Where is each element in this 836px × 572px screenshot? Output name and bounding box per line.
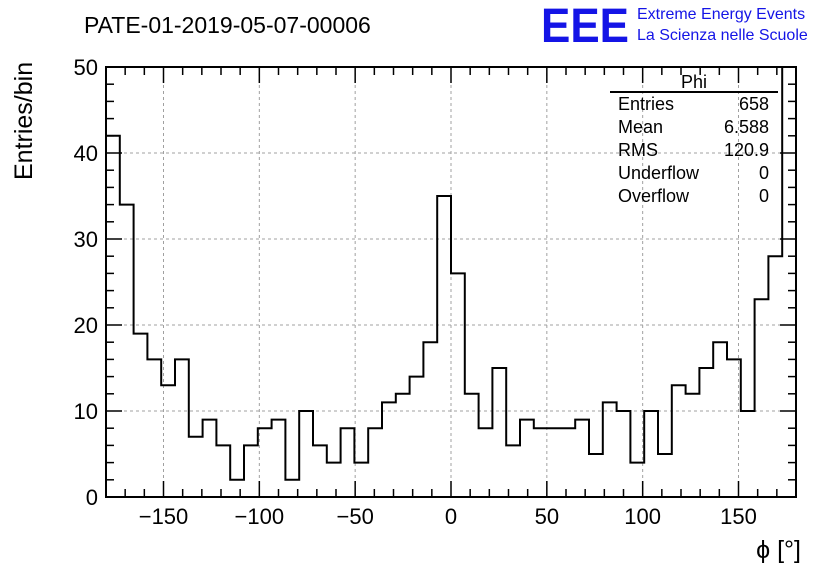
histogram-bin [672,385,686,497]
histogram-bin [106,136,120,497]
histogram-bin [713,342,727,497]
y-tick-label: 10 [74,399,98,424]
stats-value: 120.9 [724,140,769,160]
stats-value: 658 [739,94,769,114]
histogram-bin [230,480,244,497]
y-tick-label: 50 [74,55,98,80]
histogram-bin [203,420,217,497]
x-tick-label: 150 [720,504,757,529]
histogram-bin [451,273,465,497]
x-tick-label: 100 [624,504,661,529]
stats-label: Mean [618,117,663,137]
histogram-bin [699,368,713,497]
histogram-bin [299,411,313,497]
histogram-bin [437,196,451,497]
histogram-bin [120,205,134,497]
histogram-bin [341,428,355,497]
stats-rows: Entries 658 Mean 6.588 RMS 120.9 Underflow 0 Ove… [618,94,769,206]
histogram-bin [561,428,575,497]
histogram-bin [658,454,672,497]
y-axis-label: Entries/bin [10,62,38,180]
y-tick-label: 40 [74,141,98,166]
histogram-bin [354,463,368,497]
stats-label: RMS [618,140,658,160]
histogram-bin [189,437,203,497]
histogram-bin [534,428,548,497]
histogram-bin [479,428,493,497]
eee-logo: EEE Extreme Energy Events La Scienza nel… [541,0,808,53]
logo-line-1: Extreme Energy Events [637,6,805,23]
histogram [106,66,796,497]
histogram-bin [727,359,741,497]
stats-label: Entries [618,94,674,114]
histogram-bin [575,420,589,497]
histogram-bin [175,359,189,497]
eee-logo-text: EEE [541,0,629,53]
histogram-bin [134,334,148,497]
histogram-bin [782,67,796,497]
x-axis-label: ϕ [°] [756,536,801,564]
histogram-bin [755,299,769,497]
histogram-line [106,66,796,481]
histogram-bin [423,342,437,497]
x-tick-label: −50 [337,504,374,529]
histogram-bin [548,428,562,497]
histogram-bin [244,445,258,497]
chart-title: PATE-01-2019-05-07-00006 [84,12,371,38]
histogram-bin [603,402,617,497]
x-tick-label: −150 [139,504,189,529]
histogram-bin [368,428,382,497]
histogram-bin [768,256,782,497]
stats-label: Underflow [618,163,700,183]
x-tick-label: 50 [535,504,559,529]
x-tick-label: −100 [235,504,285,529]
histogram-bin [465,394,479,497]
logo-line-2: La Scienza nelle Scuole [637,27,808,44]
histogram-bin [382,402,396,497]
y-tick-label: 0 [86,485,98,510]
histogram-bin [216,445,230,497]
histogram-bin [272,420,286,497]
stats-box-title: Phi [681,72,707,92]
stats-box: Phi Entries 658 Mean 6.588 RMS 120.9 Underflow… [610,72,778,206]
stats-value: 0 [759,163,769,183]
histogram-bin [147,359,161,497]
histogram-bin [520,420,534,497]
histogram-bin [741,411,755,497]
histogram-bin [589,454,603,497]
histogram-bin [410,377,424,497]
histogram-bin [327,463,341,497]
stats-label: Overflow [618,186,690,206]
y-tick-label: 30 [74,227,98,252]
stats-value: 6.588 [724,117,769,137]
histogram-bin [686,394,700,497]
histogram-bin [617,411,631,497]
stats-value: 0 [759,186,769,206]
histogram-bin [313,445,327,497]
histogram-bin [644,411,658,497]
x-tick-label: 0 [445,504,457,529]
y-tick-label: 20 [74,313,98,338]
axis-ticks: −150 −100 −50 0 50 100 150 0 10 20 30 40 50 [74,55,796,529]
histogram-bin [161,385,175,497]
histogram-bin [396,394,410,497]
histogram-bin [492,368,506,497]
